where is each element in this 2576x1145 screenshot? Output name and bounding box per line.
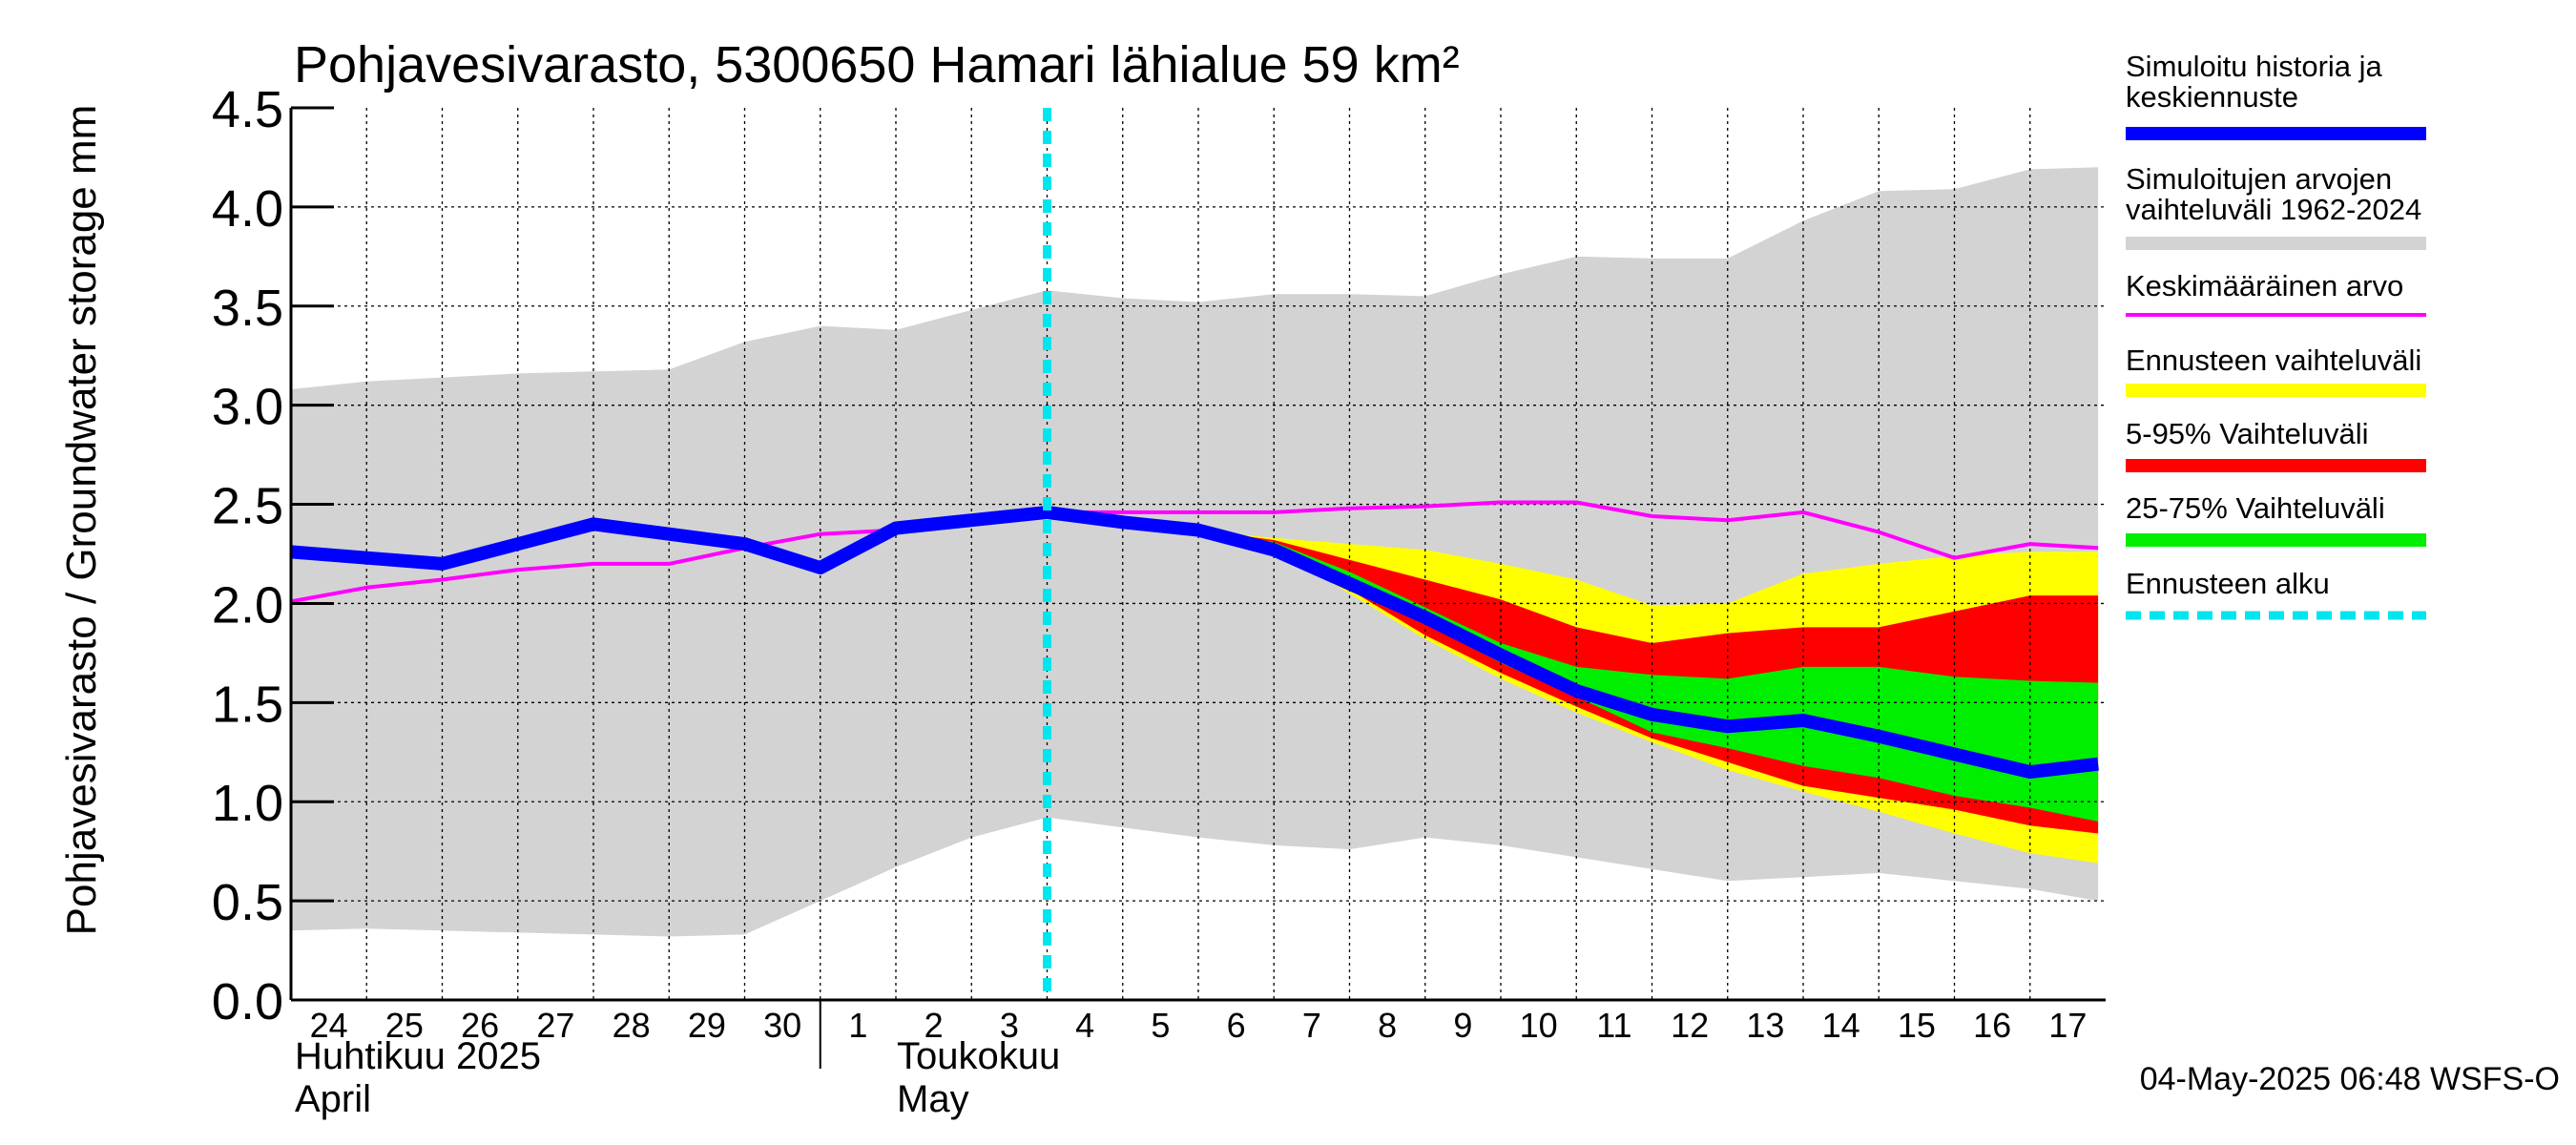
x-tick-label: 26 xyxy=(461,1006,499,1045)
y-tick-label: 0.5 xyxy=(212,874,283,931)
x-tick-label: 28 xyxy=(613,1006,651,1045)
x-tick-label: 8 xyxy=(1378,1006,1397,1045)
x-tick-label: 1 xyxy=(848,1006,867,1045)
x-tick-label: 11 xyxy=(1596,1006,1631,1045)
x-tick-label: 30 xyxy=(763,1006,801,1045)
x-tick-label: 16 xyxy=(1973,1006,2011,1045)
y-tick-label: 4.0 xyxy=(212,180,283,238)
x-tick-label: 4 xyxy=(1075,1006,1094,1045)
band-simuloitujen-arvojen-vaihteluv-li-1962-2024 xyxy=(291,167,2099,937)
x-tick-label: 14 xyxy=(1822,1006,1860,1045)
legend-label: Simuloitujen arvojen xyxy=(2126,162,2392,196)
x-tick-label: 3 xyxy=(1000,1006,1019,1045)
month-label-april-en: April xyxy=(295,1078,371,1120)
line-simuloitu-historia-ja-keskiennuste xyxy=(290,505,2099,780)
legend-label: vaihteluväli 1962-2024 xyxy=(2126,193,2421,226)
y-tick-label: 2.5 xyxy=(212,478,283,535)
y-tick-label: 3.5 xyxy=(212,280,283,337)
y-tick-label: 4.5 xyxy=(212,81,283,138)
legend-label: Simuloitu historia ja xyxy=(2126,50,2383,83)
month-label-may-fi: Toukokuu xyxy=(897,1035,1060,1077)
legend-label: 25-75% Vaihteluväli xyxy=(2126,491,2385,525)
x-tick-label: 13 xyxy=(1746,1006,1784,1045)
x-tick-label: 10 xyxy=(1520,1006,1558,1045)
line-keskim-r-inen-arvo xyxy=(290,500,2099,604)
legend-label: 5-95% Vaihteluväli xyxy=(2126,417,2368,450)
y-tick-label: 1.5 xyxy=(212,676,283,733)
month-label-april-fi: Huhtikuu 2025 xyxy=(295,1035,541,1077)
x-tick-label: 27 xyxy=(536,1006,574,1045)
series-lines xyxy=(290,108,2099,1000)
legend-label: Ennusteen alku xyxy=(2126,567,2330,600)
x-tick-label: 25 xyxy=(385,1006,424,1045)
axes xyxy=(289,108,2106,1069)
y-tick-label: 0.0 xyxy=(212,973,283,1030)
x-tick-label: 12 xyxy=(1671,1006,1709,1045)
chart-title: Pohjavesivarasto, 5300650 Hamari lähialu… xyxy=(294,36,1460,94)
x-tick-labels: 24 25 26 27 28 29 30 1 2 3 4 5 6 7 8 9 10 11 12 13 14 15 16 17 xyxy=(310,1006,2088,1045)
x-tick-label: 29 xyxy=(688,1006,726,1045)
band-25-75-vaihteluv-li xyxy=(1198,530,2099,822)
legend-label: Keskimääräinen arvo xyxy=(2126,269,2403,302)
x-tick-label: 17 xyxy=(2048,1006,2087,1045)
y-tick-label: 2.0 xyxy=(212,576,283,634)
x-tick-label: 15 xyxy=(1898,1006,1936,1045)
x-tick-label: 5 xyxy=(1151,1006,1170,1045)
x-tick-label: 2 xyxy=(924,1006,944,1045)
x-tick-label: 7 xyxy=(1302,1006,1321,1045)
timestamp-footer: 04-May-2025 06:48 WSFS-O xyxy=(2140,1061,2560,1097)
y-tick-label: 3.0 xyxy=(212,379,283,436)
y-tick-label: 1.0 xyxy=(212,775,283,832)
x-tick-label: 9 xyxy=(1453,1006,1472,1045)
x-tick-label: 6 xyxy=(1227,1006,1246,1045)
legend-label: Ennusteen vaihteluväli xyxy=(2126,344,2421,377)
y-axis-label: Pohjavesivarasto / Groundwater storage m… xyxy=(58,105,105,936)
month-label-may-en: May xyxy=(897,1078,969,1120)
x-tick-label: 24 xyxy=(310,1006,348,1045)
legend-label: keskiennuste xyxy=(2126,80,2298,114)
y-tick-labels: 0.0 0.5 1.0 1.5 2.0 2.5 3.0 3.5 4.0 4.5 xyxy=(212,81,334,1030)
